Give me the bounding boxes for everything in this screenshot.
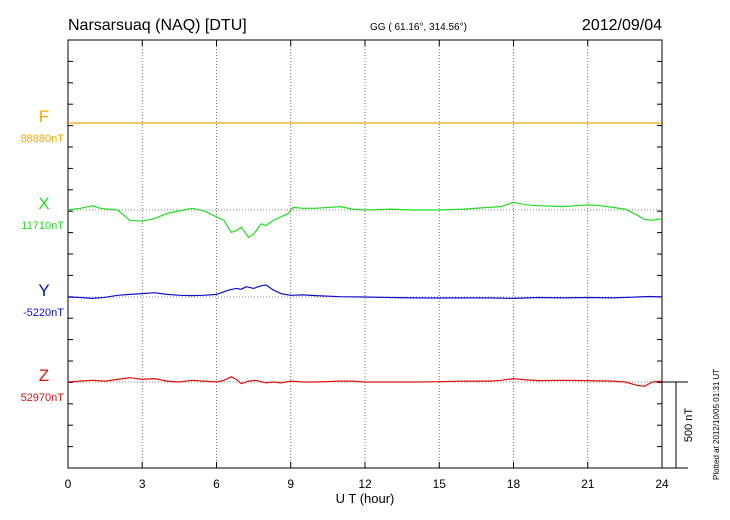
series-y-line <box>67 284 663 299</box>
scale-bar-label: 500 nT <box>683 408 695 443</box>
station-coordinates: GG ( 61.16°, 314.56°) <box>370 22 467 33</box>
station-title: Narsarsuaq (NAQ) [DTU] <box>68 17 247 34</box>
series-y-name: Y <box>38 281 49 300</box>
x-tick-label: 9 <box>287 477 294 491</box>
x-tick-label: 15 <box>433 477 447 491</box>
series-f-baseline: 88880nT <box>21 133 65 145</box>
scale-bar: 500 nT <box>662 381 695 469</box>
x-tick-label: 21 <box>581 477 595 491</box>
series-y-baseline: -5220nT <box>23 307 64 319</box>
grid-lines <box>68 40 662 468</box>
x-tick-label: 3 <box>139 477 146 491</box>
series-x-line <box>67 201 663 239</box>
series-labels: F 88880nT X 11710nT Y -5220nT Z 52970nT <box>21 107 65 404</box>
axis-ticks: 0 3 6 9 12 15 18 21 24 <box>65 39 669 491</box>
x-tick-label: 24 <box>655 477 669 491</box>
plotted-timestamp-text: Plotted at 2012/10/05 01:31 UT <box>712 368 721 480</box>
x-tick-label: 6 <box>213 477 220 491</box>
series-x-baseline: 11710nT <box>21 220 64 232</box>
series-traces <box>67 122 663 387</box>
x-axis-label: U T (hour) <box>336 491 395 506</box>
series-x-name: X <box>38 194 49 213</box>
series-z-line <box>67 376 663 387</box>
series-f-name: F <box>39 107 49 126</box>
x-tick-label: 0 <box>65 477 72 491</box>
x-tick-label: 18 <box>507 477 521 491</box>
series-z-name: Z <box>39 366 49 385</box>
series-z-baseline: 52970nT <box>21 392 65 404</box>
x-tick-label: 12 <box>358 477 372 491</box>
date-label: 2012/09/04 <box>582 17 662 34</box>
